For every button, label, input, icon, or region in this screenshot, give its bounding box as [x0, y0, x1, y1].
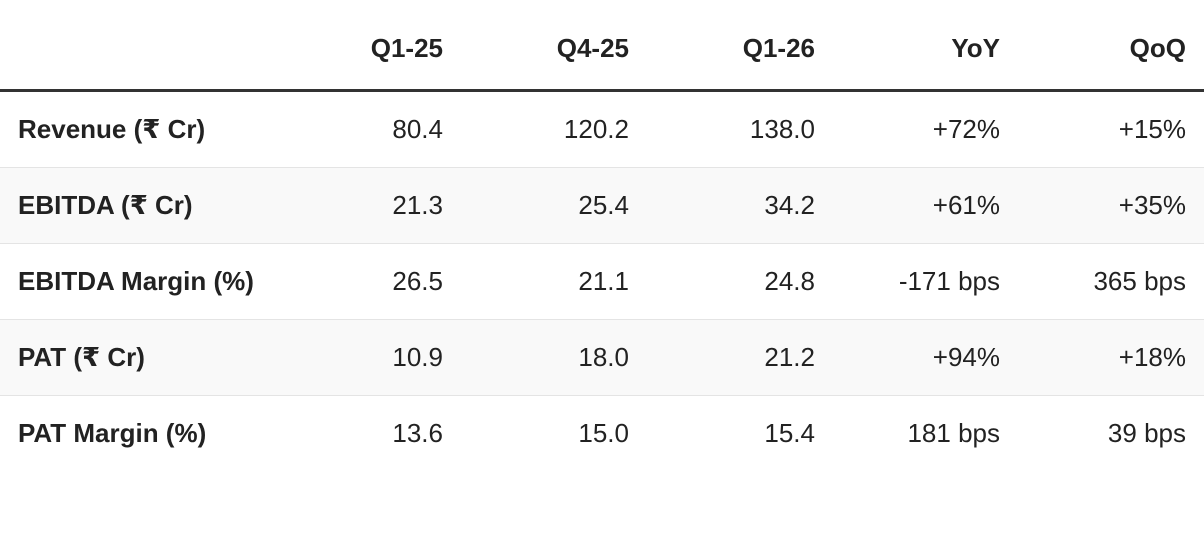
table-cell: 21.1: [461, 243, 647, 320]
table-cell: -171 bps: [833, 243, 1018, 320]
table-cell: 25.4: [461, 167, 647, 244]
table-cell: 120.2: [461, 90, 647, 168]
table-cell: 80.4: [275, 90, 461, 168]
table-cell: +61%: [833, 167, 1018, 244]
table-cell: 24.8: [647, 243, 833, 320]
header-cell: Q1-25: [370, 32, 443, 63]
header-cell: Q1-26: [742, 32, 815, 63]
row-label: PAT (₹ Cr): [0, 319, 275, 396]
table-row: EBITDA (₹ Cr) 21.3 25.4 34.2 +61% +35%: [0, 167, 1204, 244]
row-label: Revenue (₹ Cr): [0, 90, 275, 168]
header-row: Q1-25 Q4-25 Q1-26 YoY QoQ: [0, 0, 1204, 90]
table-header: Q1-25 Q4-25 Q1-26 YoY QoQ: [0, 0, 1204, 90]
table-cell: 365 bps: [1018, 243, 1204, 320]
table-cell: 10.9: [275, 319, 461, 396]
table-row: PAT (₹ Cr) 10.9 18.0 21.2 +94% +18%: [0, 319, 1204, 396]
row-label: EBITDA Margin (%): [0, 243, 275, 320]
table-cell: 181 bps: [907, 417, 1000, 448]
table-cell: 26.5: [275, 243, 461, 320]
table-cell: +72%: [833, 90, 1018, 168]
table-cell: 18.0: [461, 319, 647, 396]
row-label: EBITDA (₹ Cr): [0, 167, 275, 244]
table-cell: +18%: [1018, 319, 1204, 396]
row-label: PAT Margin (%): [18, 417, 207, 448]
table-row: Revenue (₹ Cr) 80.4 120.2 138.0 +72% +15%: [0, 90, 1204, 168]
table-cell: 138.0: [647, 90, 833, 168]
header-cell: QoQ: [1129, 32, 1186, 63]
table-cell: +94%: [833, 319, 1018, 396]
table-row: PAT Margin (%) 13.6 15.0 15.4 181 bps 39 bps: [0, 395, 1204, 471]
results-table: Q1-25 Q4-25 Q1-26 YoY QoQ Revenue (₹ Cr) 80.4…: [0, 0, 1204, 471]
header-cell: [0, 0, 275, 90]
table-cell: 39 bps: [1107, 417, 1186, 448]
table-cell: 21.2: [647, 319, 833, 396]
table-body: Revenue (₹ Cr) 80.4 120.2 138.0 +72% +15% EBIT…: [0, 90, 1204, 471]
header-cell: YoY: [951, 32, 1000, 63]
table-cell: 13.6: [392, 417, 443, 448]
table-cell: 21.3: [275, 167, 461, 244]
header-cell: Q4-25: [556, 32, 629, 63]
table-cell: 34.2: [647, 167, 833, 244]
table-cell: 15.4: [764, 417, 815, 448]
table-cell: +35%: [1018, 167, 1204, 244]
table-cell: +15%: [1018, 90, 1204, 168]
table-row: EBITDA Margin (%) 26.5 21.1 24.8 -171 bps 365…: [0, 243, 1204, 320]
table-cell: 15.0: [578, 417, 629, 448]
